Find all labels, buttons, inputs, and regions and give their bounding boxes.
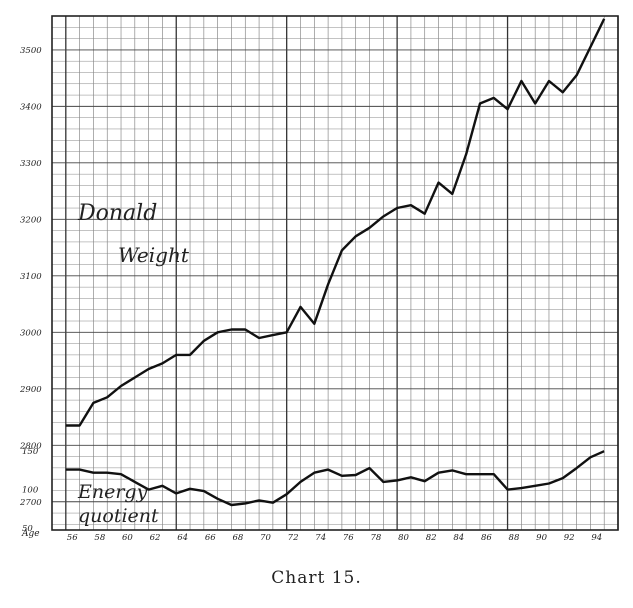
- y-tick-label: 2900: [19, 385, 42, 395]
- y-tick-label: 100: [22, 486, 39, 496]
- quotient-label-energy: Energy: [77, 481, 148, 503]
- x-tick-labels: 56 58 60 62 64 66 68 70 72 74 76 78 80 82 84 86 88 90 92 94: [67, 533, 602, 543]
- x-tick-label: 56: [67, 533, 78, 543]
- y-tick-label: 3500: [20, 46, 42, 56]
- y-tick-label: 2800: [19, 441, 42, 451]
- y-tick-labels: 3500 3400 3300 3200 3100 3000 2900 2800 2700 150 1…: [19, 46, 42, 534]
- x-tick-label: 70: [260, 533, 271, 543]
- x-tick-label: 90: [536, 533, 547, 543]
- weight-label-donald: Donald: [77, 201, 157, 226]
- grid-minor: [51, 15, 618, 530]
- series-line-weight: [65, 18, 606, 427]
- x-tick-label: 74: [315, 533, 326, 543]
- series-line-energy-quotient: [65, 450, 605, 507]
- x-tick-label: 58: [94, 533, 105, 543]
- x-tick-label: 78: [371, 533, 382, 543]
- grid-major: [52, 16, 619, 530]
- y-tick-label: 150: [22, 447, 39, 457]
- x-tick-label: 68: [232, 533, 243, 543]
- x-tick-label: 94: [591, 533, 602, 543]
- axis-label-age: Age: [21, 529, 40, 539]
- y-tick-label: 3400: [20, 102, 42, 112]
- x-tick-label: 84: [453, 533, 464, 543]
- y-tick-label: 3200: [20, 215, 42, 225]
- x-tick-label: 72: [288, 533, 299, 543]
- chart-caption: Chart 15.: [271, 568, 362, 588]
- y-tick-label: 3300: [20, 159, 42, 169]
- series-layer: [65, 18, 606, 507]
- x-tick-label: 92: [564, 533, 575, 543]
- quotient-label-quotient: quotient: [78, 505, 159, 527]
- y-tick-label: 3000: [20, 328, 42, 338]
- y-tick-label: 2700: [19, 498, 42, 508]
- plot-border: [51, 15, 619, 531]
- plot-frame: [51, 15, 619, 531]
- x-tick-label: 86: [481, 533, 492, 543]
- x-tick-label: 64: [177, 533, 188, 543]
- x-tick-label: 60: [122, 533, 133, 543]
- y-tick-label: 50: [22, 524, 33, 534]
- y-tick-label: 3100: [20, 272, 42, 282]
- x-tick-label: 82: [426, 533, 437, 543]
- x-tick-label: 62: [150, 533, 161, 543]
- x-tick-label: 76: [343, 533, 354, 543]
- weight-label-weight: Weight: [118, 243, 190, 267]
- x-tick-label: 88: [509, 533, 520, 543]
- x-tick-label: 80: [398, 533, 409, 543]
- x-tick-label: 66: [205, 533, 216, 543]
